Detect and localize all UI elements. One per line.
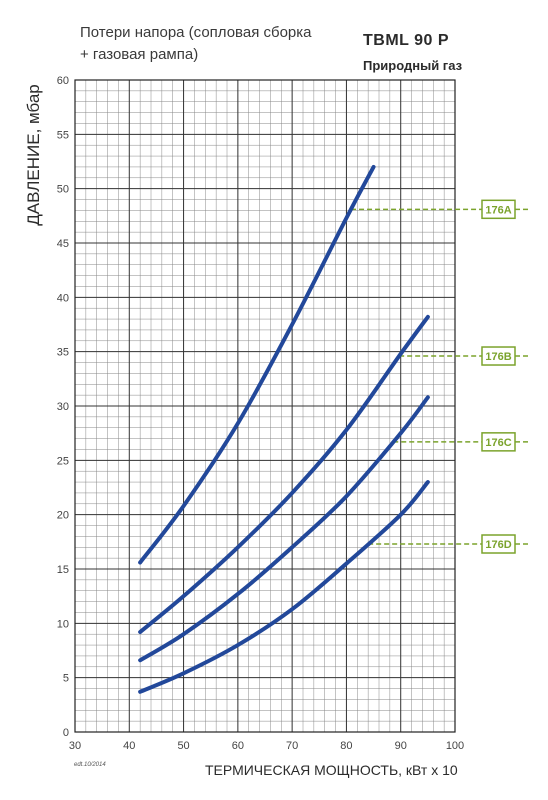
x-tick-label: 40 [123,740,135,752]
series-tag-box-176c [481,432,516,452]
series-tag-box-176d [481,534,516,554]
y-tick-label: 45 [57,238,69,250]
x-tick-label: 50 [177,740,189,752]
x-tick-label: 60 [232,740,244,752]
y-tick-label: 40 [57,292,69,304]
model-name: TBML 90 P [363,32,449,49]
y-tick-label: 30 [57,401,69,413]
y-tick-label: 35 [57,347,69,359]
series-line-176b [138,314,430,635]
series-curves [138,164,430,694]
edition-note: edt.10/2014 [74,762,106,768]
y-tick-label: 55 [57,129,69,141]
series-tag-label-176b: 176B [485,351,511,363]
plot-frame [74,79,456,733]
x-tick-label: 30 [69,740,81,752]
x-tick-label: 90 [395,740,407,752]
series-tag-label-176a: 176A [485,204,511,216]
series-tags: 176A 176B 176C 176D [481,199,516,554]
chart-subtitle: Потери напора (сопловая сборка + газовая… [80,24,312,63]
x-axis-label: ТЕРМИЧЕСКАЯ МОЩНОСТЬ, кВт x 10 [205,762,458,778]
series-tag-box-176b [481,346,516,366]
series-tag-label-176d: 176D [485,539,511,551]
series-tag-label-176c: 176C [485,437,511,449]
y-tick-label: 20 [57,510,69,522]
y-tick-label: 25 [57,455,69,467]
y-tick-label: 10 [57,618,69,630]
x-tick-label: 70 [286,740,298,752]
major-grid [74,79,456,733]
y-tick-label: 50 [57,184,69,196]
series-line-176d [138,480,430,694]
y-tick-label: 0 [63,727,69,739]
series-leaders [351,208,530,545]
y-tick-label: 60 [57,75,69,87]
series-tag-box-176a [481,199,516,220]
y-tick-label: 15 [57,564,69,576]
series-line-176a [138,164,376,565]
fuel-type: Природный газ [363,58,463,73]
y-tick-label: 5 [63,673,69,685]
x-tick-label: 100 [446,740,464,752]
series-line-176c [138,395,430,663]
x-tick-label: 80 [340,740,352,752]
axis-ticks: 30 40 50 60 70 80 90 100 0 5 10 15 20 25 30 35 40 45 50 55 6… [57,75,464,752]
